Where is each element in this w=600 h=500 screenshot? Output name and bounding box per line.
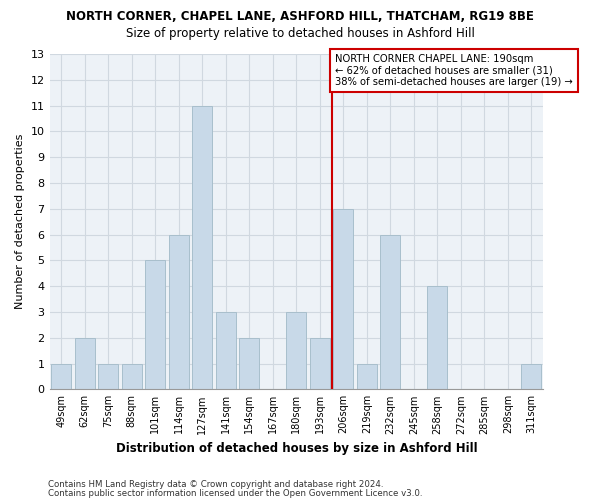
Text: NORTH CORNER CHAPEL LANE: 190sqm
← 62% of detached houses are smaller (31)
38% o: NORTH CORNER CHAPEL LANE: 190sqm ← 62% o… <box>335 54 573 87</box>
Bar <box>52 364 71 390</box>
Bar <box>145 260 166 390</box>
Text: Size of property relative to detached houses in Ashford Hill: Size of property relative to detached ho… <box>125 28 475 40</box>
Bar <box>193 106 212 390</box>
X-axis label: Distribution of detached houses by size in Ashford Hill: Distribution of detached houses by size … <box>116 442 477 455</box>
Text: NORTH CORNER, CHAPEL LANE, ASHFORD HILL, THATCHAM, RG19 8BE: NORTH CORNER, CHAPEL LANE, ASHFORD HILL,… <box>66 10 534 23</box>
Bar <box>169 234 189 390</box>
Y-axis label: Number of detached properties: Number of detached properties <box>15 134 25 310</box>
Bar <box>357 364 377 390</box>
Bar <box>239 338 259 390</box>
Text: Contains public sector information licensed under the Open Government Licence v3: Contains public sector information licen… <box>48 488 422 498</box>
Bar <box>380 234 400 390</box>
Bar <box>98 364 118 390</box>
Bar <box>286 312 307 390</box>
Text: Contains HM Land Registry data © Crown copyright and database right 2024.: Contains HM Land Registry data © Crown c… <box>48 480 383 489</box>
Bar <box>521 364 541 390</box>
Bar <box>427 286 448 390</box>
Bar <box>216 312 236 390</box>
Bar <box>310 338 330 390</box>
Bar <box>75 338 95 390</box>
Bar <box>334 209 353 390</box>
Bar <box>122 364 142 390</box>
